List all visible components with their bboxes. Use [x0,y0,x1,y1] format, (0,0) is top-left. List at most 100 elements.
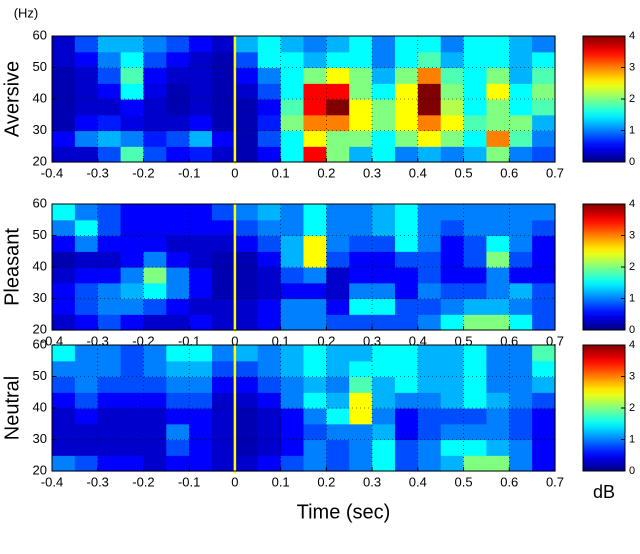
heat-cell [212,130,236,147]
heat-cell [509,83,533,100]
heat-cell [303,408,327,425]
heat-cell [257,235,282,252]
heat-cell [234,267,259,284]
heat-cell [143,83,167,100]
x-tick-label: 0.2 [317,165,335,180]
colorbar-tick-label: 4 [629,339,635,351]
heat-cell [166,392,190,409]
heat-cell [440,267,465,284]
heat-cell [257,251,282,268]
heat-cell [532,282,556,300]
heat-cell [417,455,442,472]
heat-cell [257,376,282,393]
heat-cell [166,439,190,456]
heat-cell [189,392,213,409]
heat-cell [97,345,122,362]
heat-cell [257,36,282,53]
plot-frame [51,203,556,331]
heat-cell [417,146,442,163]
heat-cell [463,314,488,331]
heat-cell [143,376,167,393]
heat-cell [52,392,76,409]
heat-cell [463,235,488,252]
heat-cell [74,51,99,69]
heat-cell [486,298,510,315]
y-tick-label: 60 [33,195,47,210]
x-tick-label: 0.1 [272,474,290,489]
x-axis-label: Time (sec) [297,501,391,523]
heat-cell [143,114,167,132]
heat-cell [326,455,350,472]
heat-cell [509,345,533,362]
heat-cell [303,282,327,300]
heat-cell [440,130,465,147]
heat-cell [97,408,122,425]
heat-cell [509,235,533,252]
heat-cell [52,114,76,132]
colorbar-tick-label: 0 [629,324,635,336]
heat-cell [280,360,305,378]
heat-cell [394,439,419,456]
x-tick-label: -0.1 [178,474,200,489]
heat-cell [394,455,419,472]
heat-cell [417,204,442,221]
heat-cell [189,36,213,53]
heat-cell [189,114,213,132]
heat-cell [120,423,145,441]
y-tick-label: 60 [33,27,47,42]
heat-cell [349,392,373,409]
heat-cell [234,314,259,331]
heat-cell [212,282,236,300]
heat-cell [74,114,99,132]
heat-cell [486,360,510,378]
heat-cell [532,345,556,362]
heat-cell [486,114,510,132]
heat-cell [486,235,510,252]
heat-cell [74,392,99,409]
heat-cell [189,83,213,100]
heat-cell [143,408,167,425]
heat-cell [280,267,305,284]
heat-cell [303,146,327,163]
heat-cell [166,360,190,378]
heat-cell [74,455,99,472]
heat-cell [212,51,236,69]
heat-cell [280,423,305,441]
heat-cell [486,67,510,84]
heat-cell [166,130,190,147]
heat-cell [97,267,122,284]
heat-cell [97,83,122,100]
heat-cell [486,282,510,300]
heat-cell [349,114,373,132]
heat-cell [234,204,259,221]
heat-cell [234,423,259,441]
heat-cell [143,267,167,284]
heat-cell [280,455,305,472]
heat-cell [234,345,259,362]
heat-cell [97,219,122,237]
heat-cell [143,51,167,69]
heat-cell [303,423,327,441]
x-tick-label: 0.4 [409,165,427,180]
heat-cell [257,314,282,331]
heat-cell [97,51,122,69]
heat-cell [120,376,145,393]
heat-cell [212,67,236,84]
heat-cell [509,423,533,441]
heat-cell [394,298,419,315]
heat-cell [349,235,373,252]
heat-cell [212,36,236,53]
heat-cell [509,130,533,147]
heat-cell [74,298,99,315]
heat-cell [212,219,236,237]
heat-cell [212,392,236,409]
heat-cell [463,146,488,163]
heat-cell [372,251,396,268]
heat-cell [280,251,305,268]
heat-cell [440,235,465,252]
heat-cell [234,392,259,409]
heat-cell [74,376,99,393]
heat-cell [349,282,373,300]
heat-cell [280,298,305,315]
heat-cell [257,408,282,425]
